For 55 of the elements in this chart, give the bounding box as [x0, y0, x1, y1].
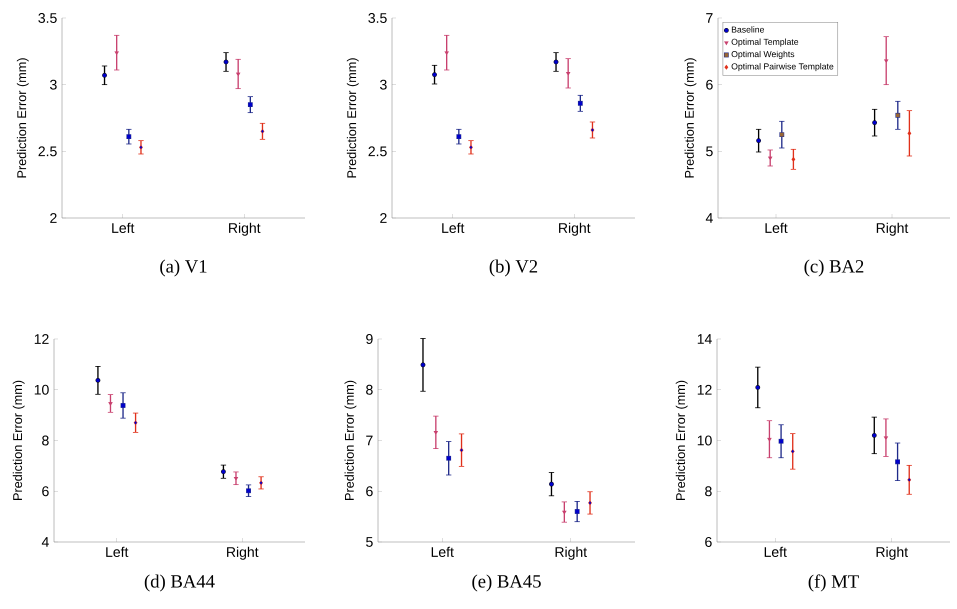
- y-tick-label: 9: [366, 334, 373, 344]
- text: (d) BA44: [144, 574, 215, 592]
- y-tick-label: 2: [380, 213, 387, 223]
- x-tick-label: Left: [432, 546, 454, 557]
- y-tick-label: 3.5: [368, 13, 387, 23]
- x-tick-label: Right: [556, 546, 587, 560]
- y-axis-title: Prediction Error (mm): [12, 380, 25, 500]
- y-tick-label: 12: [698, 384, 712, 395]
- legend-label: Optimal Pairwise Template: [732, 63, 834, 72]
- x-tick-label: Left: [112, 222, 134, 233]
- y-tick-label: 6: [366, 486, 373, 496]
- y-tick-label: 6: [706, 80, 713, 90]
- legend-label: Optimal Template: [732, 38, 798, 47]
- x-tick-label: Right: [229, 222, 260, 236]
- y-tick-label: 3.5: [38, 13, 57, 23]
- y-axis-title: Prediction Error (mm): [344, 380, 356, 500]
- y-tick-label: 6: [705, 537, 712, 547]
- y-axis-title: Prediction Error (mm): [676, 380, 688, 500]
- legend-label: Baseline: [732, 26, 764, 33]
- y-tick-label: 7: [366, 436, 373, 446]
- y-axis-title: Prediction Error (mm): [684, 58, 696, 178]
- y-tick-label: 14: [698, 334, 712, 344]
- text: (a) V1: [160, 260, 206, 276]
- x-tick-label: Right: [559, 222, 590, 236]
- y-tick-label: 10: [34, 384, 49, 395]
- y-tick-label: 2.5: [368, 146, 387, 156]
- y-tick-label: 4: [42, 537, 49, 547]
- y-tick-label: 8: [366, 384, 373, 395]
- x-tick-label: Left: [765, 222, 788, 233]
- y-tick-label: 6: [42, 486, 49, 496]
- x-tick-label: Right: [227, 546, 258, 560]
- x-tick-label: Right: [876, 546, 908, 560]
- text: (e) BA45: [472, 574, 541, 592]
- y-tick-label: 5: [366, 537, 373, 547]
- y-axis-title: Prediction Error (mm): [346, 58, 359, 178]
- y-tick-label: 12: [34, 334, 49, 344]
- text: (c) BA2: [804, 260, 864, 276]
- y-tick-label: 10: [698, 436, 712, 446]
- text: (b) V2: [490, 260, 538, 276]
- y-tick-label: 3: [50, 80, 57, 90]
- y-tick-label: 4: [706, 213, 713, 223]
- y-tick-label: 8: [705, 486, 712, 496]
- x-tick-label: Left: [106, 546, 128, 557]
- text: (f) MT: [808, 574, 859, 592]
- x-tick-label: Left: [442, 222, 464, 233]
- y-tick-label: 7: [706, 13, 713, 23]
- y-tick-label: 2: [50, 213, 57, 223]
- y-axis-title: Prediction Error (mm): [16, 58, 29, 178]
- legend-label: Optimal Weights: [732, 50, 794, 59]
- y-tick-label: 5: [706, 146, 713, 156]
- y-tick-label: 2.5: [38, 146, 57, 156]
- x-tick-label: Left: [764, 546, 787, 557]
- y-tick-label: 8: [42, 436, 49, 446]
- x-tick-label: Right: [876, 222, 908, 236]
- y-tick-label: 3: [380, 80, 387, 90]
